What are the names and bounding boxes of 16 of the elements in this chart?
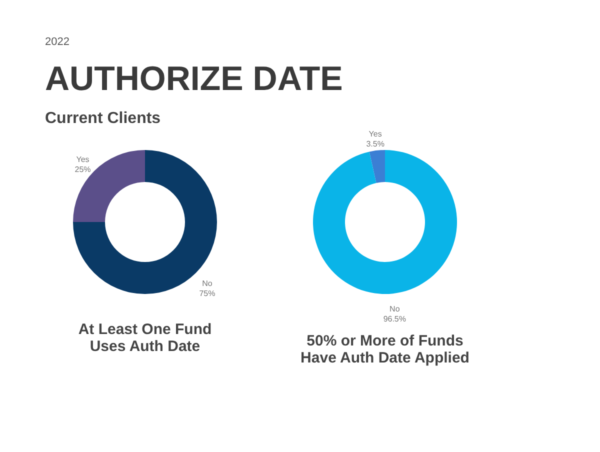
text: 50% or More of Funds Have Auth Date Applied [300,332,470,366]
slice-label: Yes [368,130,382,139]
text: AUTHORIZE DATE [45,60,343,98]
text: At Least One Fund Uses Auth Date [78,321,212,355]
data-label: 75% [199,289,216,298]
slice-label: No [390,304,400,314]
slice-label: No [202,279,213,288]
data-label: 96.5% [383,314,406,324]
donut-slice [369,150,385,183]
slice-label: Yes [76,154,90,164]
donut-slice [73,150,145,222]
donut-slice [313,150,457,294]
text: 2022 [45,36,70,48]
data-label: 25% [74,164,91,174]
text: Current Clients [45,110,161,127]
data-label: 3.5% [366,140,384,149]
